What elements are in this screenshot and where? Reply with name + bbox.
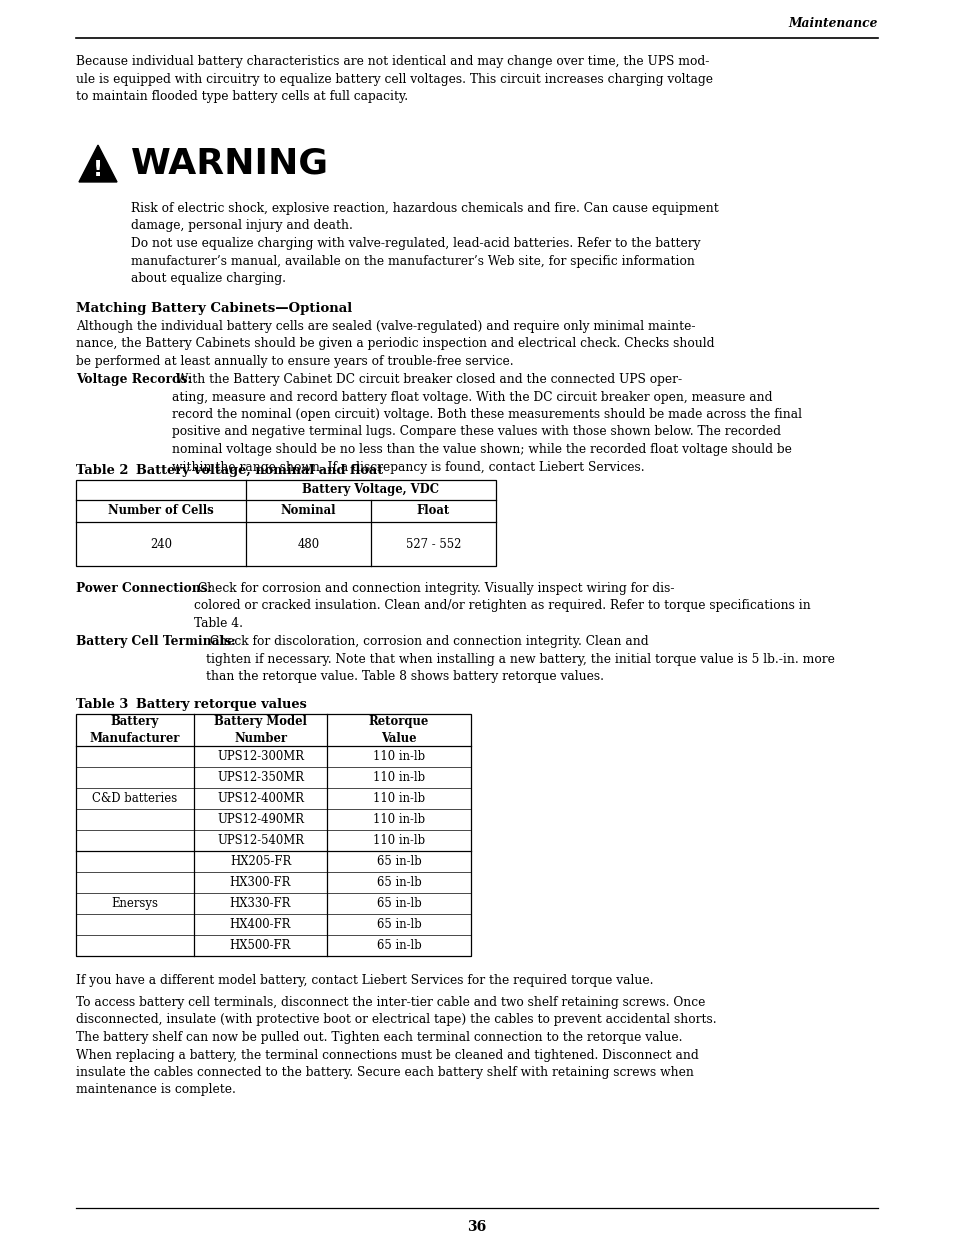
Text: Because individual battery characteristics are not identical and may change over: Because individual battery characteristi… — [76, 56, 712, 103]
Text: Enersys: Enersys — [112, 897, 158, 910]
Text: Float: Float — [416, 505, 450, 517]
Text: 110 in-lb: 110 in-lb — [373, 792, 425, 805]
Text: Check for discoloration, corrosion and connection integrity. Clean and
tighten i: Check for discoloration, corrosion and c… — [206, 635, 834, 683]
Text: HX205-FR: HX205-FR — [230, 855, 291, 868]
Text: Although the individual battery cells are sealed (valve-regulated) and require o: Although the individual battery cells ar… — [76, 320, 714, 368]
Text: HX330-FR: HX330-FR — [230, 897, 291, 910]
Text: 110 in-lb: 110 in-lb — [373, 771, 425, 784]
Text: If you have a different model battery, contact Liebert Services for the required: If you have a different model battery, c… — [76, 974, 653, 987]
Text: UPS12-350MR: UPS12-350MR — [216, 771, 304, 784]
Text: 65 in-lb: 65 in-lb — [376, 876, 421, 889]
Text: 65 in-lb: 65 in-lb — [376, 918, 421, 931]
Text: Maintenance: Maintenance — [788, 17, 877, 30]
Text: With the Battery Cabinet DC circuit breaker closed and the connected UPS oper-
a: With the Battery Cabinet DC circuit brea… — [172, 373, 801, 473]
Text: HX400-FR: HX400-FR — [230, 918, 291, 931]
Text: Voltage Records:: Voltage Records: — [76, 373, 192, 387]
Text: HX300-FR: HX300-FR — [230, 876, 291, 889]
Text: To access battery cell terminals, disconnect the inter-tier cable and two shelf : To access battery cell terminals, discon… — [76, 995, 716, 1097]
Text: UPS12-300MR: UPS12-300MR — [216, 750, 304, 763]
Text: 65 in-lb: 65 in-lb — [376, 855, 421, 868]
Text: Battery retorque values: Battery retorque values — [136, 698, 307, 711]
Text: HX500-FR: HX500-FR — [230, 939, 291, 952]
Text: Nominal: Nominal — [280, 505, 335, 517]
Text: UPS12-400MR: UPS12-400MR — [216, 792, 304, 805]
Text: C&D batteries: C&D batteries — [92, 792, 177, 805]
Text: Battery Voltage, VDC: Battery Voltage, VDC — [302, 483, 439, 496]
Bar — [76, 480, 496, 566]
Text: 110 in-lb: 110 in-lb — [373, 813, 425, 826]
Text: 65 in-lb: 65 in-lb — [376, 939, 421, 952]
Text: 36: 36 — [467, 1220, 486, 1234]
Text: Table 3: Table 3 — [76, 698, 129, 711]
Text: WARNING: WARNING — [131, 146, 329, 180]
Text: Do not use equalize charging with valve-regulated, lead-acid batteries. Refer to: Do not use equalize charging with valve-… — [131, 237, 700, 285]
Text: UPS12-540MR: UPS12-540MR — [216, 834, 304, 847]
Text: Retorque
Value: Retorque Value — [369, 715, 429, 745]
Text: 240: 240 — [150, 537, 172, 551]
Text: 110 in-lb: 110 in-lb — [373, 750, 425, 763]
Text: !: ! — [92, 161, 103, 180]
Text: 110 in-lb: 110 in-lb — [373, 834, 425, 847]
Text: Battery Cell Terminals:: Battery Cell Terminals: — [76, 635, 235, 648]
Text: 527 - 552: 527 - 552 — [405, 537, 460, 551]
Text: Battery Model
Number: Battery Model Number — [213, 715, 307, 745]
Text: Check for corrosion and connection integrity. Visually inspect wiring for dis-
c: Check for corrosion and connection integ… — [193, 582, 810, 630]
Text: Matching Battery Cabinets—Optional: Matching Battery Cabinets—Optional — [76, 303, 352, 315]
Polygon shape — [79, 144, 117, 182]
Text: Table 2: Table 2 — [76, 464, 129, 477]
Bar — [76, 714, 471, 956]
Text: Battery
Manufacturer: Battery Manufacturer — [90, 715, 180, 745]
Text: Number of Cells: Number of Cells — [108, 505, 213, 517]
Text: Battery voltage, nominal and float: Battery voltage, nominal and float — [136, 464, 383, 477]
Text: UPS12-490MR: UPS12-490MR — [216, 813, 304, 826]
Text: 65 in-lb: 65 in-lb — [376, 897, 421, 910]
Text: 480: 480 — [297, 537, 319, 551]
Text: Risk of electric shock, explosive reaction, hazardous chemicals and fire. Can ca: Risk of electric shock, explosive reacti… — [131, 203, 718, 232]
Text: Power Connections:: Power Connections: — [76, 582, 212, 595]
